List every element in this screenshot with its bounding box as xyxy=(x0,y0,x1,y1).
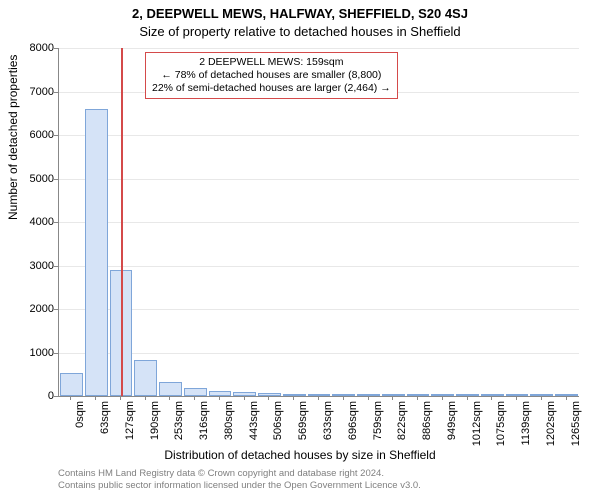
annotation-line: 2 DEEPWELL MEWS: 159sqm xyxy=(152,56,391,69)
x-tick-label: 127sqm xyxy=(124,401,136,440)
x-tick-mark xyxy=(368,396,369,400)
x-tick-label: 633sqm xyxy=(322,401,334,440)
x-tick-mark xyxy=(145,396,146,400)
histogram-bar xyxy=(60,373,83,396)
x-tick-mark xyxy=(491,396,492,400)
x-tick-mark xyxy=(70,396,71,400)
x-tick-label: 569sqm xyxy=(297,401,309,440)
x-tick-label: 506sqm xyxy=(272,401,284,440)
y-tick-label: 5000 xyxy=(14,173,54,185)
gridline xyxy=(59,179,579,180)
x-tick-label: 63sqm xyxy=(99,401,111,434)
x-tick-mark xyxy=(268,396,269,400)
chart-subtitle: Size of property relative to detached ho… xyxy=(0,24,600,39)
gridline xyxy=(59,222,579,223)
x-tick-label: 1202sqm xyxy=(545,401,557,446)
histogram-bar xyxy=(159,382,182,396)
x-tick-mark xyxy=(120,396,121,400)
gridline xyxy=(59,135,579,136)
annotation-box: 2 DEEPWELL MEWS: 159sqm← 78% of detached… xyxy=(145,52,398,99)
x-tick-label: 822sqm xyxy=(396,401,408,440)
x-tick-mark xyxy=(318,396,319,400)
gridline xyxy=(59,48,579,49)
y-tick-label: 6000 xyxy=(14,129,54,141)
y-tick-mark xyxy=(54,135,58,136)
x-tick-label: 759sqm xyxy=(372,401,384,440)
y-tick-mark xyxy=(54,266,58,267)
y-tick-label: 0 xyxy=(14,390,54,402)
y-tick-mark xyxy=(54,92,58,93)
x-tick-label: 696sqm xyxy=(347,401,359,440)
y-tick-mark xyxy=(54,179,58,180)
x-tick-mark xyxy=(566,396,567,400)
x-tick-label: 380sqm xyxy=(223,401,235,440)
x-tick-label: 1075sqm xyxy=(495,401,507,446)
gridline xyxy=(59,353,579,354)
x-tick-mark xyxy=(343,396,344,400)
x-tick-mark xyxy=(194,396,195,400)
x-tick-mark xyxy=(95,396,96,400)
x-tick-label: 253sqm xyxy=(173,401,185,440)
chart-container: 2, DEEPWELL MEWS, HALFWAY, SHEFFIELD, S2… xyxy=(0,0,600,500)
x-tick-mark xyxy=(541,396,542,400)
x-axis-label: Distribution of detached houses by size … xyxy=(0,448,600,462)
y-tick-mark xyxy=(54,48,58,49)
x-tick-label: 443sqm xyxy=(248,401,260,440)
y-tick-label: 4000 xyxy=(14,216,54,228)
x-tick-mark xyxy=(467,396,468,400)
x-tick-mark xyxy=(516,396,517,400)
x-tick-label: 316sqm xyxy=(198,401,210,440)
y-tick-mark xyxy=(54,222,58,223)
x-tick-mark xyxy=(392,396,393,400)
x-tick-mark xyxy=(169,396,170,400)
gridline xyxy=(59,266,579,267)
x-tick-label: 1265sqm xyxy=(570,401,582,446)
y-tick-mark xyxy=(54,353,58,354)
x-tick-label: 949sqm xyxy=(446,401,458,440)
y-tick-label: 2000 xyxy=(14,303,54,315)
credits-line1: Contains HM Land Registry data © Crown c… xyxy=(58,468,384,479)
x-tick-label: 886sqm xyxy=(421,401,433,440)
y-tick-label: 8000 xyxy=(14,42,54,54)
x-tick-mark xyxy=(417,396,418,400)
reference-line xyxy=(121,48,123,396)
annotation-line: 22% of semi-detached houses are larger (… xyxy=(152,82,391,95)
gridline xyxy=(59,309,579,310)
y-tick-label: 3000 xyxy=(14,260,54,272)
x-tick-label: 1139sqm xyxy=(520,401,532,445)
y-tick-label: 7000 xyxy=(14,86,54,98)
x-tick-label: 1012sqm xyxy=(471,401,483,446)
x-tick-mark xyxy=(244,396,245,400)
x-tick-mark xyxy=(219,396,220,400)
x-tick-mark xyxy=(442,396,443,400)
y-tick-mark xyxy=(54,396,58,397)
x-tick-mark xyxy=(293,396,294,400)
histogram-bar xyxy=(134,360,157,396)
y-tick-label: 1000 xyxy=(14,347,54,359)
x-tick-label: 190sqm xyxy=(149,401,161,440)
x-tick-label: 0sqm xyxy=(74,401,86,428)
plot-area xyxy=(58,48,579,397)
chart-title: 2, DEEPWELL MEWS, HALFWAY, SHEFFIELD, S2… xyxy=(0,6,600,21)
histogram-bar xyxy=(85,109,108,396)
credits-line2: Contains public sector information licen… xyxy=(58,480,421,491)
annotation-line: ← 78% of detached houses are smaller (8,… xyxy=(152,69,391,82)
y-tick-mark xyxy=(54,309,58,310)
histogram-bar xyxy=(184,388,207,396)
